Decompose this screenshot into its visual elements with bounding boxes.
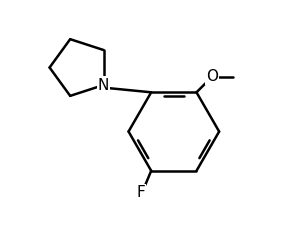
Text: F: F [136,185,145,200]
Text: O: O [206,69,218,84]
Text: N: N [98,78,109,92]
